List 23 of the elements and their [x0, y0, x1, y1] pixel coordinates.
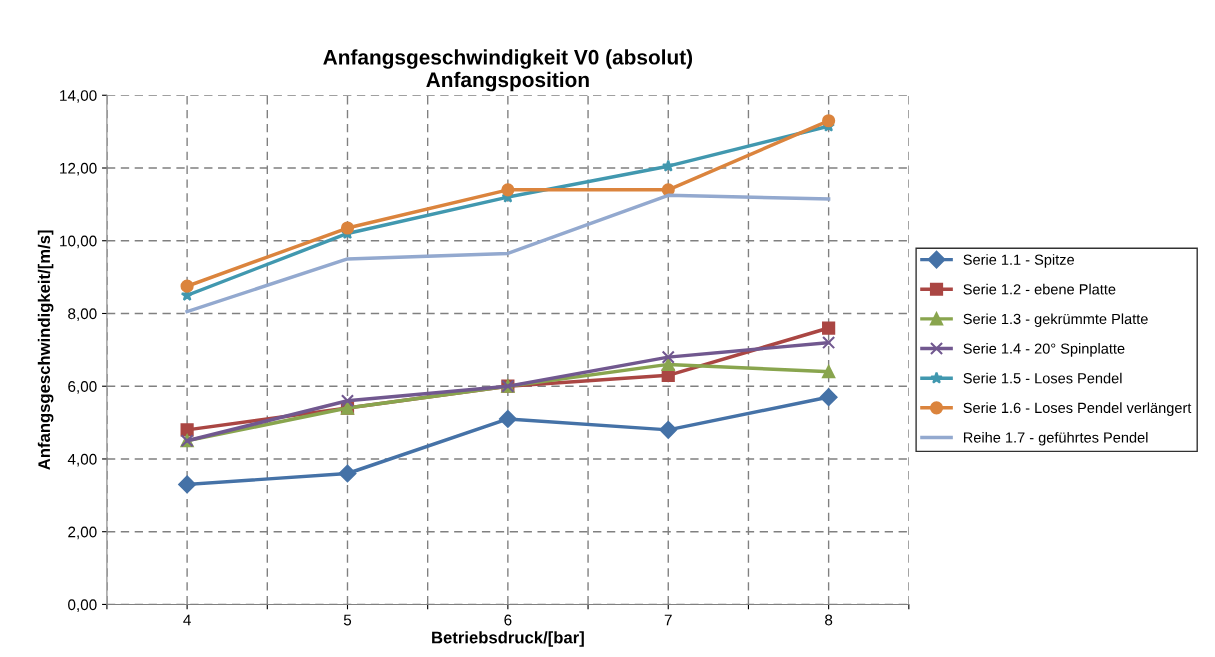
y-axis-title: Anfangsgeschwindigkeit/[m/s] — [37, 230, 54, 470]
legend-label: Reihe 1.7 - geführtes Pendel — [963, 431, 1148, 446]
legend-label: Serie 1.4 - 20° Spinplatte — [963, 343, 1125, 357]
x-tick-label: 7 — [664, 614, 672, 626]
legend-label: Serie 1.5 - Loses Pendel — [963, 372, 1122, 384]
legend-label: Serie 1.3 - gekrümmte Platte — [963, 313, 1148, 328]
y-tick-label: 6,00 — [68, 381, 97, 394]
legend-label: Serie 1.1 - Spitze — [963, 254, 1074, 268]
x-tick-label: 8 — [825, 614, 833, 626]
y-tick-label: 12,00 — [60, 162, 97, 176]
y-tick-label: 10,00 — [60, 235, 97, 249]
y-tick-label: 14,00 — [60, 90, 97, 103]
x-axis-title: Betriebsdruck/[bar] — [432, 631, 584, 647]
x-tick-label: 4 — [183, 614, 191, 626]
chart-title: Anfangsgeschwindigkeit V0 (absolut) Anfangsposition — [323, 49, 693, 92]
x-tick-label: 6 — [504, 614, 512, 626]
y-tick-label: 8,00 — [68, 308, 97, 321]
legend-label: Serie 1.6 - Loses Pendel verlängert — [963, 402, 1192, 416]
x-tick-label: 5 — [343, 614, 352, 626]
y-tick-label: 4,00 — [67, 453, 97, 467]
y-tick-label: 0,00 — [68, 599, 97, 612]
legend-label: Serie 1.2 - ebene Platte — [963, 283, 1116, 295]
y-tick-label: 2,00 — [68, 526, 97, 540]
